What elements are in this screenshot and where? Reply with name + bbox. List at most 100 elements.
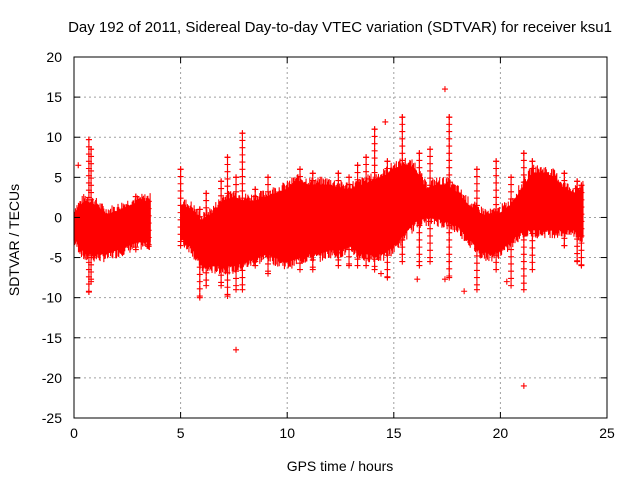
- data-point: [233, 217, 240, 224]
- data-point: [371, 248, 378, 255]
- data-point: [203, 204, 210, 211]
- data-point: [239, 187, 246, 194]
- data-point: [265, 174, 272, 181]
- data-point: [346, 195, 353, 202]
- data-point: [203, 248, 210, 255]
- data-point: [335, 220, 342, 227]
- data-point: [252, 215, 259, 222]
- data-point: [508, 195, 515, 202]
- data-point: [233, 174, 240, 181]
- data-point: [399, 215, 406, 222]
- y-tick-label: -10: [42, 290, 62, 306]
- data-point-outlier: [461, 288, 468, 295]
- data-point: [446, 157, 453, 164]
- data-point: [296, 224, 303, 231]
- data-point: [233, 188, 240, 195]
- data-point: [177, 209, 184, 216]
- data-point: [520, 273, 527, 280]
- data-point: [252, 251, 259, 258]
- data-point: [371, 140, 378, 147]
- data-point: [473, 238, 480, 245]
- data-point: [416, 179, 423, 186]
- data-point-outlier: [441, 86, 448, 93]
- data-point: [335, 184, 342, 191]
- data-point: [224, 154, 231, 161]
- x-tick-label: 10: [279, 425, 295, 441]
- data-point: [529, 172, 536, 179]
- data-point: [399, 193, 406, 200]
- data-point: [493, 187, 500, 194]
- data-point: [335, 206, 342, 213]
- data-point: [265, 270, 272, 277]
- data-point: [218, 282, 225, 289]
- data-point: [346, 188, 353, 195]
- data-point: [371, 169, 378, 176]
- data-point: [574, 192, 581, 199]
- data-point-outlier: [414, 276, 421, 283]
- data-point: [346, 239, 353, 246]
- data-point: [203, 240, 210, 247]
- data-point: [529, 259, 536, 266]
- data-point: [446, 258, 453, 265]
- data-point: [346, 203, 353, 210]
- data-point: [578, 182, 585, 189]
- data-point: [384, 230, 391, 237]
- data-point: [177, 231, 184, 238]
- data-point: [177, 224, 184, 231]
- data-point: [416, 262, 423, 269]
- data-point: [446, 179, 453, 186]
- data-point: [493, 223, 500, 230]
- data-point: [203, 262, 210, 269]
- data-point: [473, 202, 480, 209]
- data-point: [446, 215, 453, 222]
- data-point: [132, 246, 139, 253]
- data-point: [371, 133, 378, 140]
- data-point: [561, 213, 568, 220]
- data-point: [218, 185, 225, 192]
- data-point: [346, 181, 353, 188]
- data-point: [218, 257, 225, 264]
- data-point: [371, 176, 378, 183]
- data-point: [493, 230, 500, 237]
- data-point: [252, 262, 259, 269]
- data-point: [354, 191, 361, 198]
- data-point: [346, 210, 353, 217]
- data-point: [446, 229, 453, 236]
- data-point: [309, 235, 316, 242]
- data-point: [145, 220, 152, 227]
- data-point-outlier: [233, 346, 240, 353]
- data-point: [132, 222, 139, 229]
- data-point: [473, 245, 480, 252]
- data-point: [427, 153, 434, 160]
- data-point: [203, 190, 210, 197]
- data-point: [578, 254, 585, 261]
- data-point: [363, 248, 370, 255]
- data-point: [132, 193, 139, 200]
- data-point: [224, 161, 231, 168]
- data-point: [371, 191, 378, 198]
- data-point: [354, 183, 361, 190]
- data-point: [416, 244, 423, 251]
- data-point: [145, 198, 152, 205]
- data-point: [354, 256, 361, 263]
- data-point: [561, 206, 568, 213]
- data-point: [473, 274, 480, 281]
- data-point: [529, 252, 536, 259]
- data-point: [309, 266, 316, 273]
- data-point: [384, 237, 391, 244]
- data-point: [224, 183, 231, 190]
- data-point: [371, 205, 378, 212]
- data-point: [218, 272, 225, 279]
- data-point: [309, 170, 316, 177]
- data-point-outlier: [520, 382, 527, 389]
- data-point: [384, 274, 391, 281]
- data-point: [578, 204, 585, 211]
- data-point: [335, 256, 342, 263]
- data-point: [427, 146, 434, 153]
- data-point: [233, 181, 240, 188]
- y-tick-label: 5: [54, 169, 62, 185]
- data-point: [252, 200, 259, 207]
- data-point: [416, 200, 423, 207]
- data-point: [473, 260, 480, 267]
